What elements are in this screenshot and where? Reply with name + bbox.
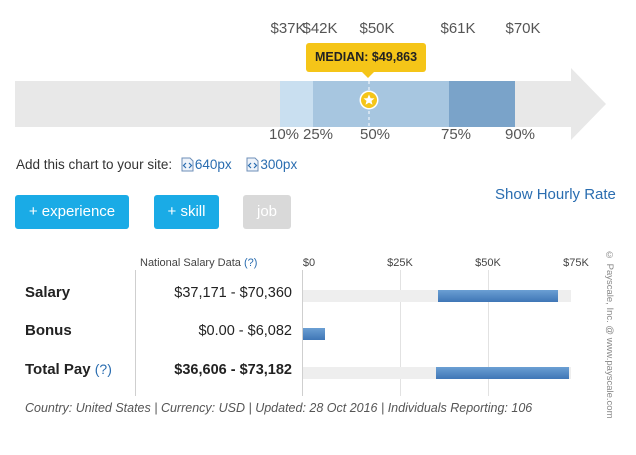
add-skill-button[interactable]: + skill — [154, 195, 219, 229]
salary-range-chart: $37K $42K $50K $61K $70K MEDIAN: $49,863… — [0, 0, 636, 150]
table-footer: Country: United States | Currency: USD |… — [25, 401, 533, 415]
axis-label: $0 — [302, 257, 316, 269]
gridline — [400, 270, 401, 396]
show-hourly-rate-link[interactable]: Show Hourly Rate — [495, 186, 616, 203]
embed-code-icon — [181, 157, 194, 172]
table-divider — [135, 270, 136, 396]
row-value-bonus: $0.00 - $6,082 — [198, 323, 292, 339]
top-tick: $70K — [505, 20, 541, 37]
embed-code-icon — [246, 157, 259, 172]
percentile-tick: 25% — [302, 126, 334, 143]
embed-300-label: 300px — [260, 157, 298, 172]
row-label-salary: Salary — [25, 284, 71, 301]
band-25-75 — [313, 81, 449, 127]
embed-640-label: 640px — [194, 157, 232, 172]
median-tag: MEDIAN: $49,863 — [306, 43, 426, 78]
total-pay-range-bar — [436, 367, 569, 379]
row-label-total-pay: Total Pay (?) — [25, 361, 112, 378]
percentile-tick: 10% — [268, 126, 300, 143]
top-tick: $50K — [359, 20, 395, 37]
salary-range-bar — [438, 290, 558, 302]
total-pay-label: Total Pay — [25, 361, 91, 378]
axis-label: $50K — [475, 257, 501, 269]
embed-300-link[interactable]: 300px — [245, 157, 297, 172]
row-label-bonus: Bonus — [25, 322, 72, 339]
row-value-total-pay: $36,606 - $73,182 — [174, 362, 292, 378]
national-salary-help-link[interactable]: (?) — [243, 257, 258, 269]
band-10-25 — [280, 81, 313, 127]
embed-label: Add this chart to your site: — [16, 157, 173, 172]
row-value-salary: $37,171 - $70,360 — [174, 285, 292, 301]
embed-640-link[interactable]: 640px — [180, 157, 236, 172]
band-75-90 — [449, 81, 515, 127]
add-experience-button[interactable]: + experience — [15, 195, 129, 229]
percentile-tick: 75% — [440, 126, 472, 143]
percentile-tick: 50% — [359, 126, 391, 143]
job-button[interactable]: job — [243, 195, 291, 229]
gridline — [488, 270, 489, 396]
national-salary-data-label: National Salary Data — [140, 257, 241, 269]
embed-row: Add this chart to your site: 640px 300px — [16, 157, 297, 172]
table-divider — [302, 270, 303, 396]
top-tick: $61K — [440, 20, 476, 37]
top-tick: $37K — [270, 20, 306, 37]
top-tick: $42K — [302, 20, 338, 37]
total-pay-help-link[interactable]: (?) — [94, 361, 112, 377]
payscale-watermark: © Payscale, Inc. @ www.payscale.com — [604, 250, 615, 419]
star-icon — [359, 90, 379, 110]
axis-label: $25K — [387, 257, 413, 269]
axis-label: $75K — [563, 257, 589, 269]
bonus-range-bar — [303, 328, 325, 340]
percentile-tick: 90% — [504, 126, 536, 143]
salary-table-header: National Salary Data (?) — [140, 257, 257, 269]
range-arrow-graphic — [15, 68, 606, 140]
